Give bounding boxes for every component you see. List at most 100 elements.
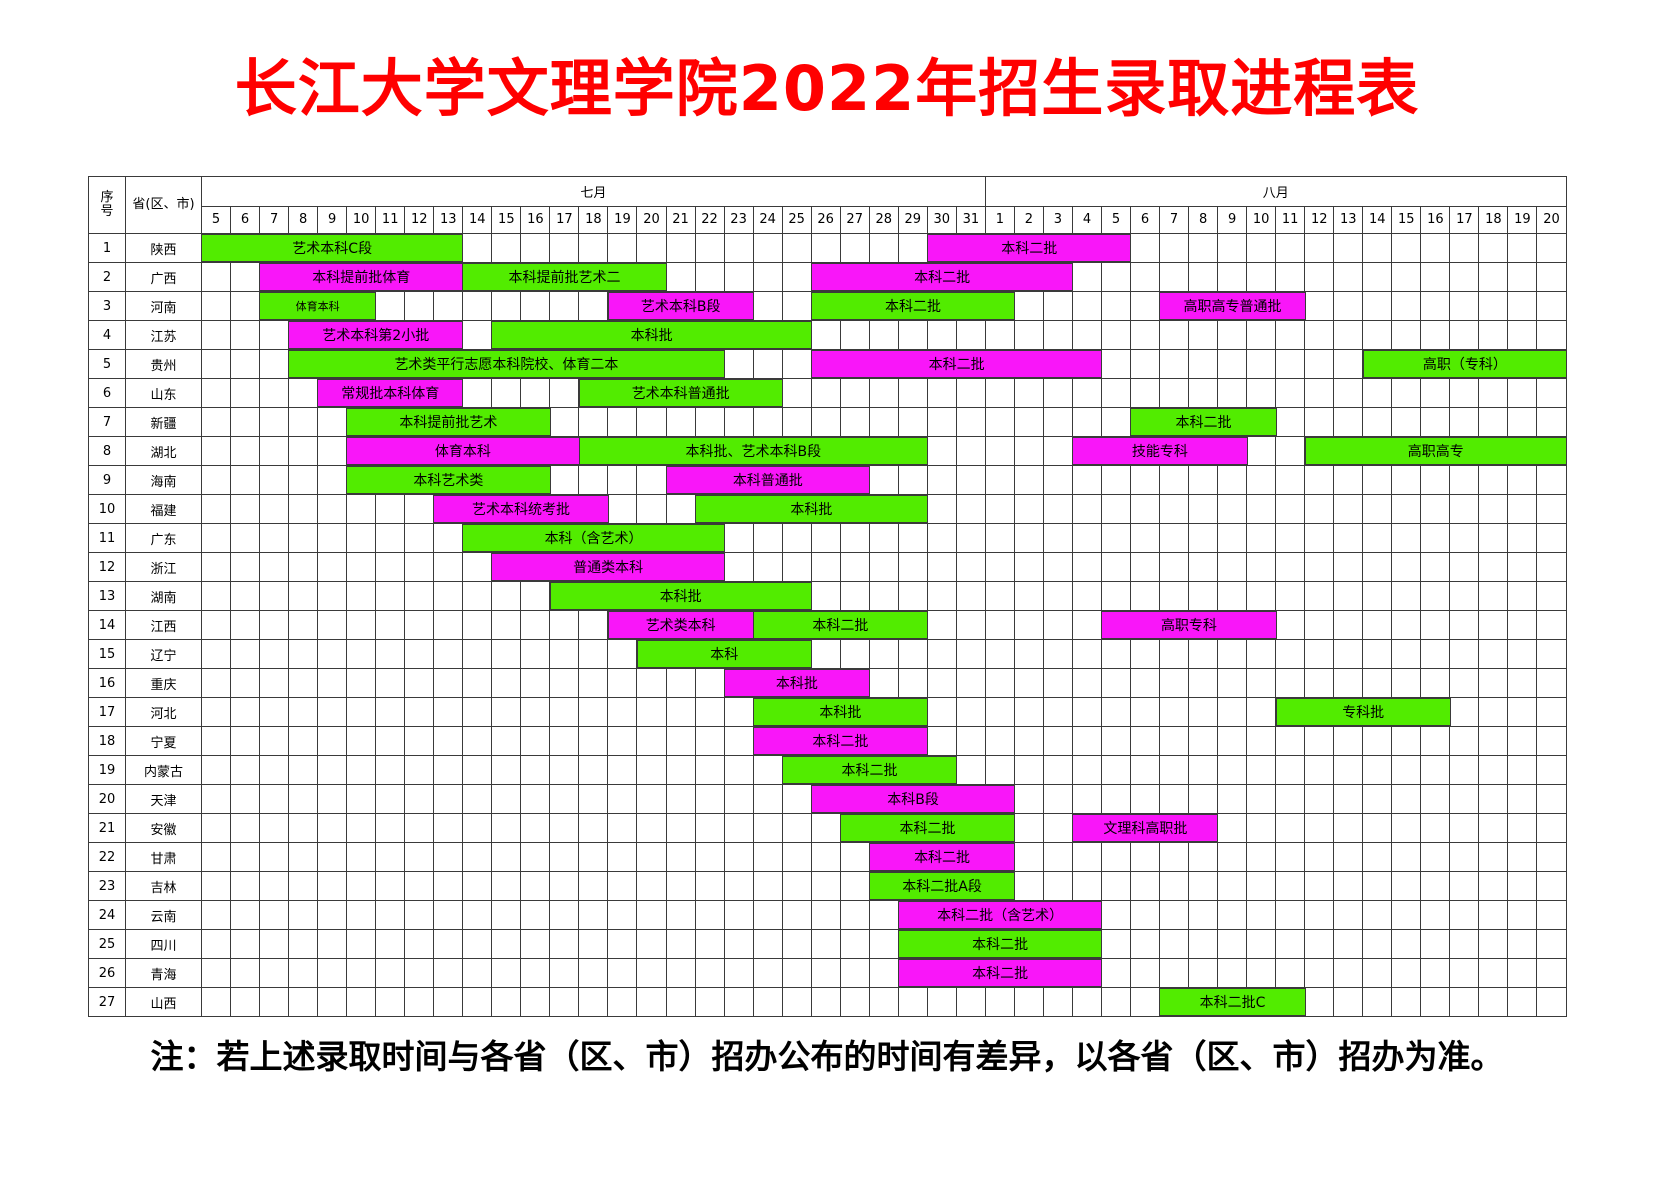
cell-r13-d42: [1420, 581, 1451, 611]
cell-r6-d20: [781, 378, 812, 408]
cell-r5-d21: [810, 349, 841, 379]
cell-r23-d21: [810, 871, 841, 901]
cell-r24-d19: [752, 900, 783, 930]
cell-r25-d34: [1188, 929, 1219, 959]
cell-r1-d20: [781, 233, 812, 263]
cell-r17-d16: [665, 697, 696, 727]
cell-r12-d45: [1507, 552, 1538, 582]
cell-r4-d8: [433, 320, 464, 350]
cell-r20-d39: [1333, 784, 1364, 814]
cell-r19-d32: [1130, 755, 1161, 785]
cell-r5-d25: [926, 349, 957, 379]
cell-r3-d36: [1246, 291, 1277, 321]
cell-r6-d17: [694, 378, 725, 408]
cell-r23-d11: [520, 871, 551, 901]
cell-r23-d28: [1013, 871, 1044, 901]
cell-r20-d40: [1362, 784, 1393, 814]
header-day-6: 11: [375, 205, 406, 235]
cell-r13-d22: [839, 581, 870, 611]
cell-r23-d35: [1217, 871, 1248, 901]
cell-r10-d45: [1507, 494, 1538, 524]
cell-r7-d20: [781, 407, 812, 437]
cell-r9-d18: [723, 465, 754, 495]
cell-r12-d37: [1275, 552, 1306, 582]
cell-r5-d11: [520, 349, 551, 379]
header-day-14: 19: [607, 205, 638, 235]
cell-r16-d38: [1304, 668, 1335, 698]
cell-r24-d6: [375, 900, 406, 930]
cell-r14-d18: [723, 610, 754, 640]
cell-r17-d19: [752, 697, 783, 727]
cell-r19-d2: [259, 755, 290, 785]
cell-r12-d46: [1536, 552, 1567, 582]
cell-r10-d46: [1536, 494, 1567, 524]
cell-r3-d17: [694, 291, 725, 321]
cell-r15-d39: [1333, 639, 1364, 669]
header-month-1: 七月: [201, 176, 986, 207]
table-row: 19 内蒙古 本科二批: [88, 755, 1567, 785]
cell-r8-d16: [665, 436, 696, 466]
cell-r17-d12: [549, 697, 580, 727]
cell-r13-d9: [462, 581, 493, 611]
cell-r24-d22: [839, 900, 870, 930]
cell-r6-d22: [839, 378, 870, 408]
cell-r17-d24: [897, 697, 928, 727]
cell-r6-d0: 常规批本科体育 艺术本科普通批: [200, 378, 783, 408]
row-index: 18: [88, 726, 126, 756]
cell-r3-d16: [665, 291, 696, 321]
cell-r26-d6: [375, 958, 406, 988]
row-index: 3: [88, 291, 126, 321]
table-row: 22 甘肃 本科二批: [88, 842, 1567, 872]
cell-r6-d24: [897, 378, 928, 408]
cell-r27-d45: [1507, 987, 1538, 1017]
cell-r27-d20: [781, 987, 812, 1017]
cell-r7-d12: [549, 407, 580, 437]
cell-r10-d10: [491, 494, 522, 524]
cell-r7-d19: [752, 407, 783, 437]
cell-r2-d38: [1304, 262, 1335, 292]
cell-r10-d42: [1420, 494, 1451, 524]
cell-r26-d30: [1071, 958, 1102, 988]
cell-r21-d39: [1333, 813, 1364, 843]
cell-r24-d44: [1478, 900, 1509, 930]
cell-r9-d44: [1478, 465, 1509, 495]
cell-r15-d40: [1362, 639, 1393, 669]
cell-r26-d34: [1188, 958, 1219, 988]
cell-r26-d26: [955, 958, 986, 988]
cell-r20-d28: [1013, 784, 1044, 814]
cell-r24-d36: [1246, 900, 1277, 930]
cell-r24-d24: [897, 900, 928, 930]
cell-r27-d11: [520, 987, 551, 1017]
cell-r24-d43: [1449, 900, 1480, 930]
cell-r6-d27: [984, 378, 1015, 408]
cell-r2-d46: [1536, 262, 1567, 292]
cell-r16-d45: [1507, 668, 1538, 698]
cell-r27-d13: [578, 987, 609, 1017]
cell-r5-d4: [317, 349, 348, 379]
cell-r23-d14: [607, 871, 638, 901]
cell-r10-d33: [1159, 494, 1190, 524]
cell-r21-d23: [868, 813, 899, 843]
cell-r8-d5: [346, 436, 377, 466]
table-row: 10 福建 艺术本科统考批 本科批: [88, 494, 1567, 524]
cell-r8-d19: [752, 436, 783, 466]
table-row: 15 辽宁 本科: [88, 639, 1567, 669]
cell-r16-d14: [607, 668, 638, 698]
cell-r26-d38: [1304, 958, 1335, 988]
cell-r13-d1: [230, 581, 261, 611]
cell-r11-d41: [1391, 523, 1422, 553]
cell-r20-d7: [404, 784, 435, 814]
cell-r19-d24: [897, 755, 928, 785]
cell-r13-d3: [288, 581, 319, 611]
cell-r4-d30: [1071, 320, 1102, 350]
cell-r16-d43: [1449, 668, 1480, 698]
header-day-35: 9: [1217, 205, 1248, 235]
cell-r15-d19: [752, 639, 783, 669]
cell-r22-d0: 本科二批: [200, 842, 1016, 872]
cell-r15-d42: [1420, 639, 1451, 669]
cell-r2-d34: [1188, 262, 1219, 292]
cell-r27-d10: [491, 987, 522, 1017]
cell-r25-d10: [491, 929, 522, 959]
cell-r18-d29: [1042, 726, 1073, 756]
cell-r16-d27: [984, 668, 1015, 698]
